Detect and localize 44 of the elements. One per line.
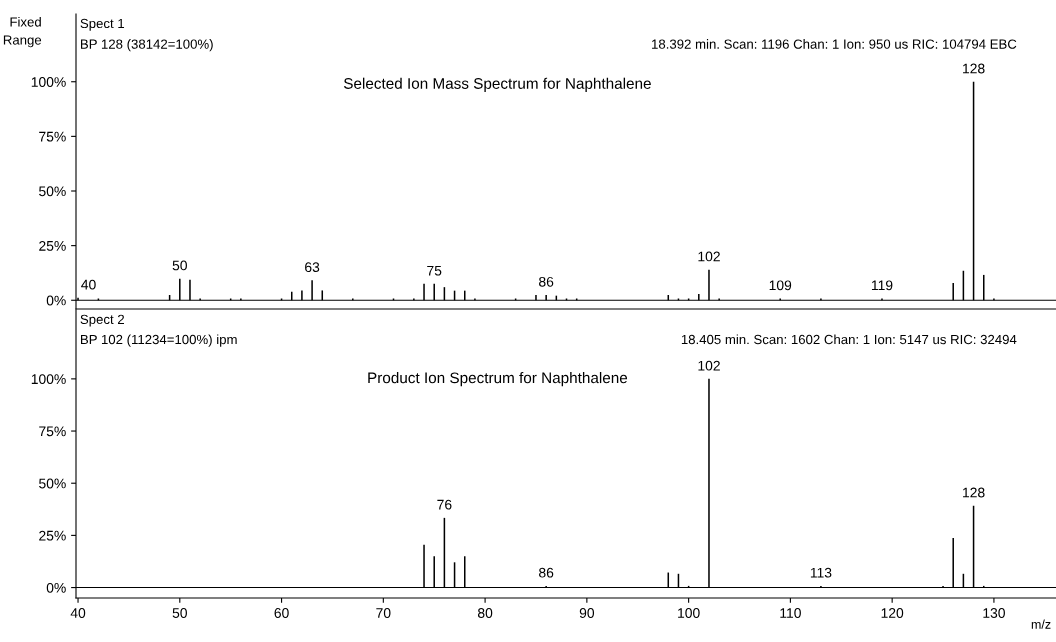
annotation: 113 xyxy=(810,567,832,578)
x-tick-label: 60 xyxy=(274,608,289,618)
annotation: 63 xyxy=(305,262,320,273)
annotation: 119 xyxy=(871,280,893,291)
y-tick-label: 0% xyxy=(46,582,66,593)
y-tick-label: 50% xyxy=(39,186,66,197)
annotation: Spect 2 xyxy=(80,314,124,327)
x-tick-label: 70 xyxy=(376,608,391,618)
y-tick-label: 25% xyxy=(39,240,66,251)
y-tick-label: 75% xyxy=(39,131,66,142)
annotation: 102 xyxy=(698,360,720,371)
y-tick-label: 75% xyxy=(39,426,66,437)
x-tick-label: 130 xyxy=(983,608,1005,618)
y-tick-label: 100% xyxy=(31,77,66,87)
annotation: Spect 1 xyxy=(80,18,125,31)
x-tick-label: 110 xyxy=(780,608,801,618)
annotation: 40 xyxy=(81,279,96,290)
annotation: 18.392 min. Scan: 1196 Chan: 1 Ion: 950 us RIC: 104794 EBC xyxy=(652,39,1017,49)
y-tick-label: 50% xyxy=(39,478,66,489)
annotation: BP 102 (11234=100%) ipm xyxy=(81,334,237,347)
annotation: 18.405 min. Scan: 1602 Chan: 1 Ion: 5147 us RIC: 32494 xyxy=(681,334,1017,345)
x-tick-label: 40 xyxy=(70,608,86,618)
annotation: 86 xyxy=(539,567,554,578)
text: Product Ion Spectrum for Naphthalene xyxy=(368,372,628,387)
x-axis-title: m/z xyxy=(1031,619,1051,629)
y-axis-title: Fixed Range xyxy=(3,16,42,48)
x-tick-label: 50 xyxy=(172,608,187,618)
x-tick-label: 100 xyxy=(678,608,700,618)
y-tick-label: 25% xyxy=(39,530,66,541)
annotation: 76 xyxy=(437,499,452,510)
x-tick-label: 90 xyxy=(579,608,595,618)
annotation: 75 xyxy=(427,265,442,276)
x-tick-label: 80 xyxy=(477,608,493,618)
annotation: 109 xyxy=(769,280,792,291)
annotation: 128 xyxy=(963,487,985,498)
annotation: 102 xyxy=(698,251,720,262)
annotation: 50 xyxy=(172,260,187,271)
text: Selected Ion Mass Spectrum for Naphthalene xyxy=(343,77,651,92)
y-tick-label: 0% xyxy=(46,295,66,306)
annotation: BP 128 (38142=100%) xyxy=(81,39,213,52)
annotation: 128 xyxy=(963,63,985,74)
x-tick-label: 120 xyxy=(881,608,904,618)
annotation: 86 xyxy=(539,276,554,287)
y-tick-label: 100% xyxy=(31,374,66,385)
